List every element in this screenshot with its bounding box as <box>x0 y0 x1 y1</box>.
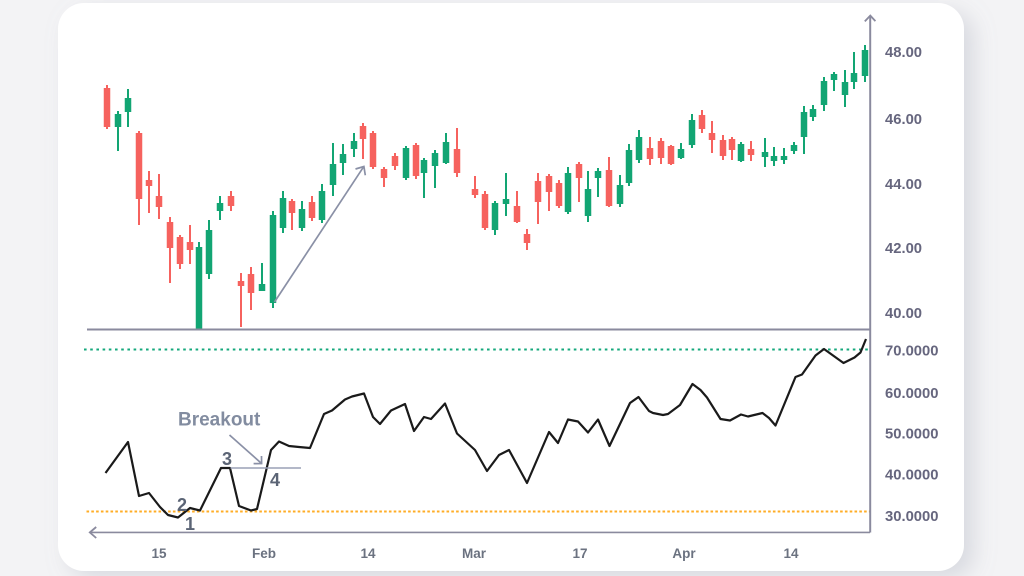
svg-text:2: 2 <box>177 495 187 515</box>
svg-text:4: 4 <box>270 470 280 490</box>
svg-text:40.00: 40.00 <box>885 306 922 322</box>
svg-text:Mar: Mar <box>462 546 487 561</box>
svg-text:17: 17 <box>572 546 587 561</box>
svg-text:3: 3 <box>222 449 232 469</box>
svg-text:Feb: Feb <box>252 546 276 561</box>
svg-text:70.0000: 70.0000 <box>885 344 939 360</box>
svg-text:30.0000: 30.0000 <box>885 509 939 525</box>
svg-text:14: 14 <box>783 546 799 561</box>
svg-text:60.0000: 60.0000 <box>885 386 939 402</box>
svg-text:14: 14 <box>360 546 376 561</box>
svg-text:Apr: Apr <box>672 546 696 561</box>
svg-text:40.0000: 40.0000 <box>885 468 939 484</box>
svg-text:48.00: 48.00 <box>885 45 922 61</box>
svg-text:1: 1 <box>185 514 195 534</box>
svg-text:44.00: 44.00 <box>885 177 922 193</box>
svg-text:Breakout: Breakout <box>178 410 261 431</box>
svg-text:46.00: 46.00 <box>885 112 922 128</box>
svg-text:42.00: 42.00 <box>885 241 922 257</box>
svg-text:15: 15 <box>151 546 167 561</box>
svg-text:50.0000: 50.0000 <box>885 427 939 443</box>
